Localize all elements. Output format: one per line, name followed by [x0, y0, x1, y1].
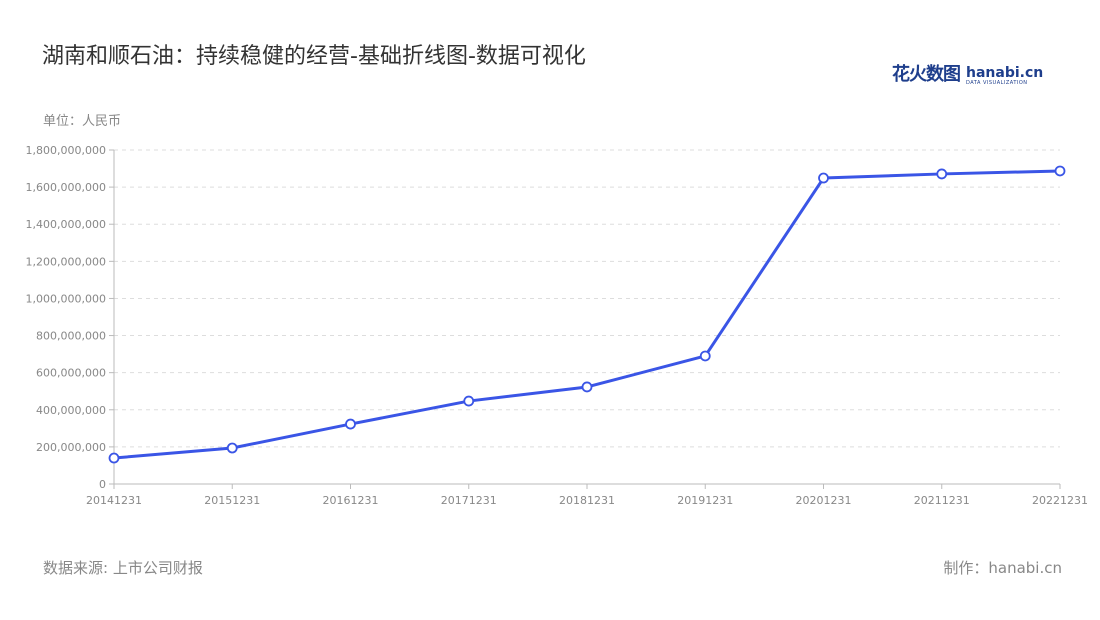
data-point [463, 395, 475, 407]
credit: 制作：hanabi.cn [943, 559, 1062, 577]
data-point [936, 168, 948, 180]
x-tick-label: 20221231 [1032, 494, 1088, 507]
series-line [113, 169, 1061, 460]
data-point [1054, 165, 1066, 177]
logo-sub: DATA VISUALIZATION [966, 80, 1028, 86]
data-point [581, 381, 593, 393]
y-tick-label: 400,000,000 [36, 404, 106, 417]
y-tick-label: 1,200,000,000 [26, 255, 106, 268]
logo-cn: 花火数图 [892, 64, 961, 85]
y-tick-label: 1,000,000,000 [26, 292, 106, 305]
data-point [108, 452, 120, 464]
y-tick-label: 800,000,000 [36, 330, 106, 343]
y-tick-label: 1,600,000,000 [26, 181, 106, 194]
x-tick-label: 20171231 [441, 494, 497, 507]
y-tick-label: 1,800,000,000 [26, 144, 106, 157]
y-tick-label: 1,400,000,000 [26, 218, 106, 231]
x-tick-label: 20151231 [204, 494, 260, 507]
data-point [226, 442, 238, 454]
x-tick-label: 20211231 [914, 494, 970, 507]
hanabi-logo: 花火数图 hanabi.cn DATA VISUALIZATION [892, 60, 1043, 86]
y-axis-label: 单位：人民币 [43, 114, 122, 129]
x-tick-label: 20161231 [323, 494, 379, 507]
x-tick-label: 20181231 [559, 494, 615, 507]
y-tick-label: 200,000,000 [36, 441, 106, 454]
data-point [818, 172, 829, 184]
data-point [345, 418, 356, 430]
x-tick-label: 20201231 [796, 494, 852, 507]
y-tick-label: 0 [99, 478, 106, 491]
x-tick-label: 20141231 [86, 494, 142, 507]
logo-en: hanabi.cn [966, 65, 1044, 81]
data-source: 数据来源: 上市公司财报 [43, 559, 203, 577]
y-tick-label: 600,000,000 [36, 367, 106, 380]
data-point [699, 350, 711, 362]
chart-title: 湖南和顺石油：持续稳健的经营-基础折线图-数据可视化 [42, 44, 586, 69]
logo-en-block: hanabi.cn DATA VISUALIZATION [966, 66, 1043, 86]
x-tick-label: 20191231 [677, 494, 733, 507]
